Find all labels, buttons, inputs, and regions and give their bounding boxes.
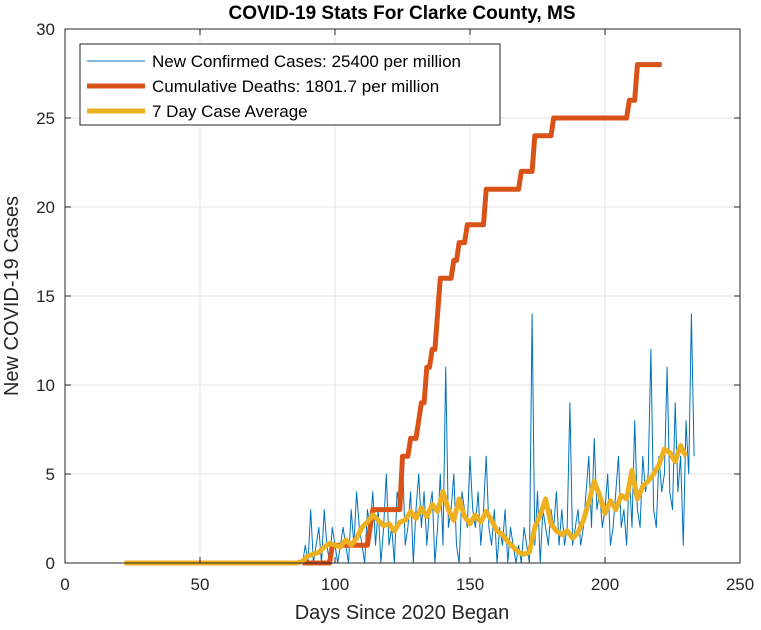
x-tick-label: 0 bbox=[60, 575, 69, 594]
legend-box bbox=[79, 43, 501, 126]
y-tick-label: 20 bbox=[36, 198, 55, 217]
chart-title: COVID-19 Stats For Clarke County, MS bbox=[229, 3, 576, 24]
series-line-7-day-average bbox=[124, 443, 689, 566]
x-axis-label: Days Since 2020 Began bbox=[295, 602, 510, 624]
x-tick-label: 50 bbox=[191, 575, 210, 594]
x-tick-label: 150 bbox=[456, 575, 484, 594]
y-tick-label: 25 bbox=[36, 109, 55, 128]
legend-label-cumulative-deaths: Cumulative Deaths: 1801.7 per million bbox=[152, 77, 439, 96]
x-tick-label: 200 bbox=[591, 575, 619, 594]
axis-ticks: 0 50 100 150 200 250 0 5 10 15 20 25 30 bbox=[36, 20, 754, 594]
y-tick-label: 15 bbox=[36, 287, 55, 306]
y-tick-label: 5 bbox=[46, 465, 55, 484]
y-axis-label: New COVID-19 Cases bbox=[1, 196, 23, 396]
legend: New Confirmed Cases: 25400 per million C… bbox=[79, 43, 501, 126]
legend-label-7-day-average: 7 Day Case Average bbox=[152, 102, 308, 121]
x-tick-label: 100 bbox=[321, 575, 349, 594]
legend-label-new-cases: New Confirmed Cases: 25400 per million bbox=[152, 52, 461, 71]
series-layer bbox=[124, 62, 695, 566]
y-tick-label: 0 bbox=[46, 554, 55, 573]
series-line-cumulative-deaths bbox=[302, 62, 662, 566]
y-tick-label: 10 bbox=[36, 376, 55, 395]
y-tick-label: 30 bbox=[36, 20, 55, 39]
x-tick-label: 250 bbox=[726, 575, 754, 594]
